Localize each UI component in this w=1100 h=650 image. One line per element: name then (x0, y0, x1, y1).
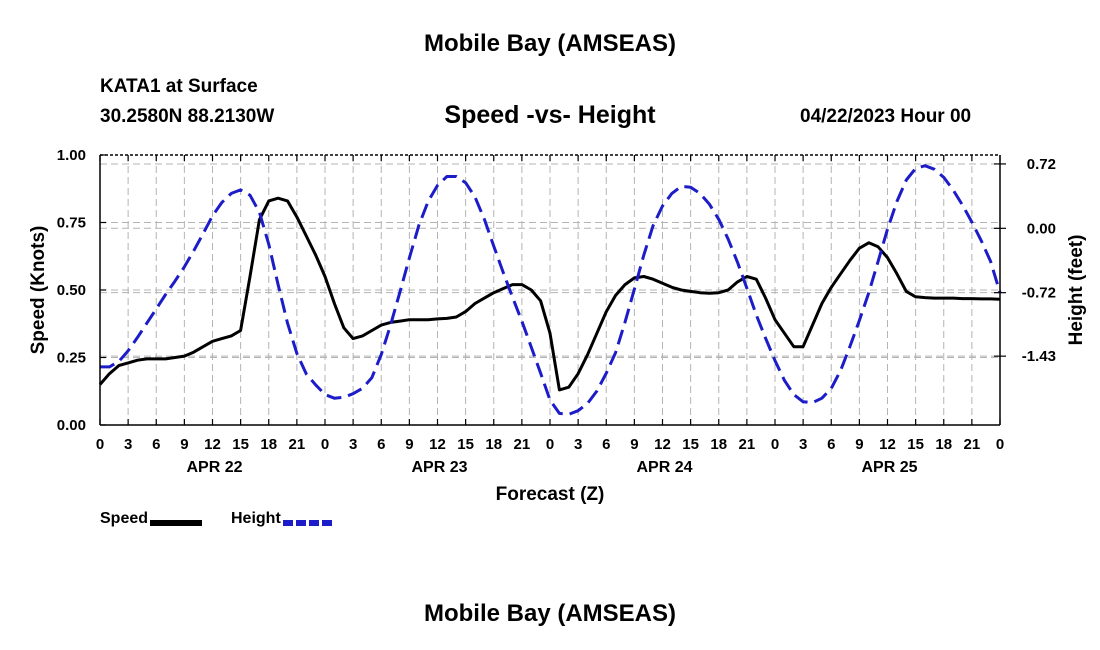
day-label: APR 24 (636, 459, 692, 476)
legend-speed-label: Speed (100, 510, 149, 527)
forecast-datetime: 04/22/2023 Hour 00 (800, 106, 972, 127)
chart-subtitle: Speed -vs- Height (444, 101, 656, 129)
station-coordinates: 30.2580N 88.2130W (100, 106, 275, 127)
legend-speed: Speed (100, 510, 203, 528)
day-label: APR 22 (186, 459, 242, 476)
y-tick-label: 0.50 (57, 282, 86, 299)
legend-height-label: Height (231, 510, 281, 527)
y2-tick-label: -1.43 (1022, 348, 1056, 365)
x-tick-label: 9 (855, 436, 863, 453)
x-tick-label: 3 (574, 436, 582, 453)
x-tick-label: 18 (260, 436, 277, 453)
y2-axis-title: Height (feet) (1066, 235, 1087, 346)
x-tick-label: 6 (827, 436, 835, 453)
day-label: APR 25 (861, 459, 917, 476)
x-tick-label: 21 (289, 436, 306, 453)
x-tick-label: 18 (485, 436, 502, 453)
legend-speed-swatch (150, 520, 203, 526)
x-tick-label: 15 (682, 436, 699, 453)
series-line-speed (98, 196, 1001, 392)
y2-tick-label: 0.00 (1027, 220, 1056, 237)
y-axis-title: Speed (Knots) (28, 226, 49, 355)
x-tick-label: 0 (996, 436, 1004, 453)
x-axis-title: Forecast (Z) (496, 484, 605, 505)
x-tick-label: 15 (232, 436, 249, 453)
x-tick-label: 9 (180, 436, 188, 453)
x-tick-label: 0 (546, 436, 554, 453)
footer-title: Mobile Bay (AMSEAS) (423, 600, 677, 627)
x-tick-label: 3 (799, 436, 807, 453)
x-tick-label: 6 (602, 436, 610, 453)
y-tick-label: 0.75 (57, 215, 86, 232)
x-tick-label: 0 (321, 436, 329, 453)
x-tick-label: 12 (429, 436, 446, 453)
x-tick-label: 15 (457, 436, 474, 453)
station-name: KATA1 at Surface (100, 76, 258, 97)
y2-tick-label: -0.72 (1022, 285, 1056, 302)
y-tick-label: 1.00 (57, 147, 86, 164)
y-tick-label: 0.00 (57, 417, 86, 434)
x-tick-label: 18 (935, 436, 952, 453)
x-tick-label: 21 (514, 436, 531, 453)
x-tick-label: 0 (96, 436, 104, 453)
x-tick-label: 12 (654, 436, 671, 453)
day-label: APR 23 (411, 459, 467, 476)
x-tick-label: 15 (907, 436, 924, 453)
x-tick-label: 0 (771, 436, 779, 453)
page-title: Mobile Bay (AMSEAS) (423, 30, 677, 57)
x-tick-label: 9 (630, 436, 638, 453)
x-tick-label: 6 (152, 436, 160, 453)
x-tick-label: 9 (405, 436, 413, 453)
x-tick-label: 12 (879, 436, 896, 453)
x-tick-label: 21 (964, 436, 981, 453)
x-tick-label: 3 (124, 436, 132, 453)
y2-tick-label: 0.72 (1027, 156, 1056, 173)
x-tick-label: 6 (377, 436, 385, 453)
series-line-height (100, 164, 1002, 416)
y-tick-label: 0.25 (57, 350, 86, 367)
x-tick-label: 18 (710, 436, 727, 453)
legend-height-swatch (282, 520, 335, 526)
x-tick-label: 3 (349, 436, 357, 453)
legend-height: Height (231, 510, 335, 528)
x-tick-label: 21 (739, 436, 756, 453)
x-tick-label: 12 (204, 436, 221, 453)
